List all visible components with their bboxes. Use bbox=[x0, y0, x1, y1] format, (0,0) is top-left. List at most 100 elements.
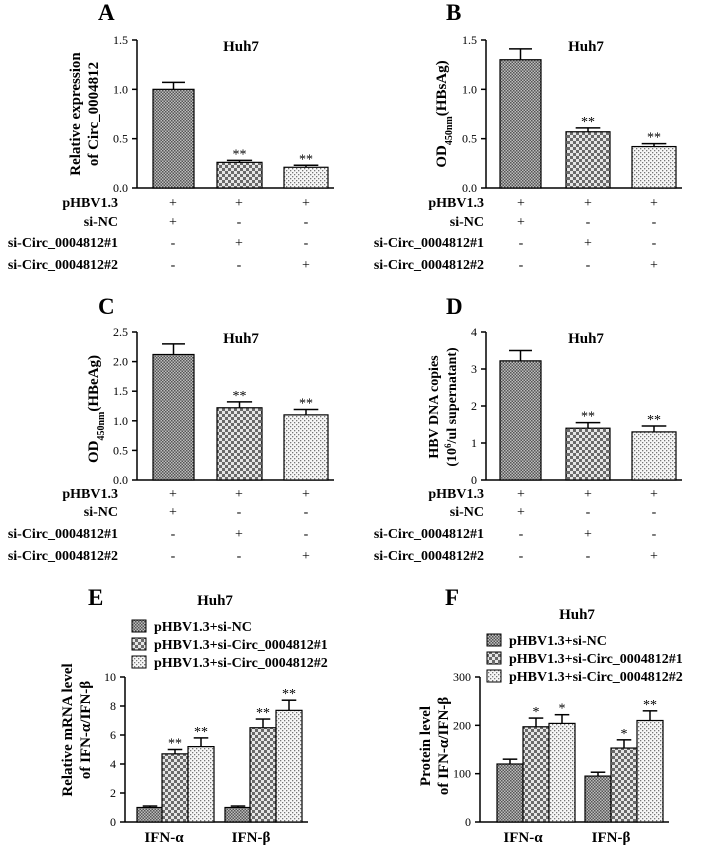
significance-label: ** bbox=[233, 389, 247, 404]
panel-b: B Huh7 OD450nm(HBsAg) 0.0 0.5 1.0 1.5 ** ** p… bbox=[374, 0, 682, 273]
y-tick-label: 100 bbox=[453, 767, 471, 781]
condition-mark: + bbox=[517, 215, 525, 230]
condition-mark: - bbox=[652, 527, 657, 542]
panel-d: D Huh7 HBV DNA copies (106/ul supernatan… bbox=[374, 294, 682, 564]
condition-mark: - bbox=[519, 549, 524, 564]
y-label-post: (HBeAg) bbox=[86, 355, 102, 412]
condition-mark: - bbox=[652, 215, 657, 230]
condition-mark: + bbox=[517, 505, 525, 520]
panel-letter-f: F bbox=[445, 585, 459, 610]
condition-mark: - bbox=[237, 258, 242, 273]
significance-label: ** bbox=[647, 131, 661, 146]
condition-table: pHBV1.3 + + + si-NC + - - si-Circ_0004812#1 - + - si… bbox=[374, 196, 658, 273]
significance-label: ** bbox=[282, 687, 296, 702]
condition-mark: + bbox=[235, 196, 243, 211]
significance-label: ** bbox=[643, 698, 657, 713]
condition-mark: - bbox=[237, 215, 242, 230]
legend-swatch bbox=[486, 633, 502, 647]
y-tick-label: 10 bbox=[104, 670, 116, 684]
y-tick-label: 2.0 bbox=[113, 355, 128, 369]
condition-mark: - bbox=[519, 258, 524, 273]
y-tick-label: 0.0 bbox=[113, 473, 128, 487]
significance-label: * bbox=[621, 727, 628, 742]
condition-mark: + bbox=[302, 258, 310, 273]
chart-title: Huh7 bbox=[568, 331, 604, 347]
condition-mark: + bbox=[169, 196, 177, 211]
y-label-pre: OD bbox=[434, 145, 450, 168]
legend-label: pHBV1.3+si-Circ_0004812#1 bbox=[509, 652, 683, 667]
y-tick-label: 1.5 bbox=[462, 33, 477, 47]
condition-label: pHBV1.3 bbox=[428, 487, 484, 502]
plot-area: 0 1 2 3 4 ** ** bbox=[471, 325, 682, 487]
condition-mark: - bbox=[304, 505, 309, 520]
bar bbox=[548, 722, 576, 823]
condition-label: si-Circ_0004812#1 bbox=[374, 236, 484, 251]
x-category-label: IFN-α bbox=[503, 830, 543, 846]
legend: pHBV1.3+si-NC pHBV1.3+si-Circ_0004812#1 pH… bbox=[131, 619, 328, 671]
y-axis-label-line1: Protein level bbox=[418, 706, 434, 786]
bar bbox=[249, 727, 277, 823]
significance-label: ** bbox=[168, 737, 182, 752]
condition-mark: + bbox=[169, 505, 177, 520]
condition-mark: + bbox=[517, 487, 525, 502]
condition-label: si-NC bbox=[450, 505, 484, 520]
y-tick-label: 4 bbox=[110, 757, 116, 771]
panel-f: F Huh7 Protein level of IFN-α/IFN-β pHBV… bbox=[418, 585, 683, 846]
legend-swatch bbox=[486, 669, 502, 683]
condition-label: pHBV1.3 bbox=[62, 487, 118, 502]
panel-c: C Huh7 OD450nm(HBeAg) 0.0 0.5 1.0 1.5 2.0 2.5… bbox=[8, 294, 334, 564]
condition-label: si-Circ_0004812#1 bbox=[8, 527, 118, 542]
y-tick-label: 2 bbox=[110, 786, 116, 800]
condition-mark: + bbox=[584, 527, 592, 542]
bar bbox=[522, 726, 550, 823]
y-tick-label: 0.5 bbox=[113, 132, 128, 146]
bar bbox=[584, 775, 612, 823]
y-axis-label-line1: Relative expression bbox=[68, 52, 84, 176]
panel-letter-b: B bbox=[446, 0, 461, 25]
condition-mark: + bbox=[169, 487, 177, 502]
condition-label: si-Circ_0004812#1 bbox=[8, 236, 118, 251]
bar bbox=[187, 745, 215, 823]
bar bbox=[610, 747, 638, 823]
y-label-post: (HBsAg) bbox=[434, 60, 450, 116]
y-axis-label-line2: of Circ_0004812 bbox=[86, 62, 102, 166]
legend-label: pHBV1.3+si-Circ_0004812#1 bbox=[154, 638, 328, 653]
condition-mark: + bbox=[650, 258, 658, 273]
bar bbox=[565, 427, 611, 481]
condition-mark: - bbox=[519, 236, 524, 251]
plot-area: 0 2 4 6 8 10 ** ** ** ** IFN-α IFN-β bbox=[104, 670, 308, 846]
condition-label: si-Circ_0004812#2 bbox=[374, 549, 484, 564]
y-tick-label: 0.5 bbox=[113, 443, 128, 457]
condition-mark: - bbox=[652, 505, 657, 520]
y-tick-label: 3 bbox=[471, 362, 477, 376]
condition-mark: + bbox=[235, 487, 243, 502]
condition-mark: - bbox=[171, 236, 176, 251]
panel-letter-e: E bbox=[88, 585, 103, 610]
chart-title: Huh7 bbox=[197, 593, 233, 609]
condition-label: si-NC bbox=[84, 215, 118, 230]
y-axis-label-line2: of IFN-α/IFN-β bbox=[78, 681, 94, 779]
y-tick-label: 0.5 bbox=[462, 132, 477, 146]
bar bbox=[496, 763, 524, 823]
y-tick-label: 300 bbox=[453, 670, 471, 684]
plot-area: 0.0 0.5 1.0 1.5 2.0 2.5 ** ** bbox=[113, 325, 334, 487]
condition-mark: - bbox=[171, 527, 176, 542]
condition-mark: - bbox=[586, 549, 591, 564]
y-tick-label: 1 bbox=[471, 436, 477, 450]
bar bbox=[216, 407, 263, 481]
y-label-post: /ul supernatant) bbox=[445, 347, 460, 444]
significance-label: ** bbox=[581, 410, 595, 425]
y-tick-label: 1.0 bbox=[113, 82, 128, 96]
y-label-pre: OD bbox=[86, 440, 102, 463]
condition-mark: - bbox=[304, 236, 309, 251]
panel-letter-c: C bbox=[98, 294, 115, 319]
condition-mark: + bbox=[302, 196, 310, 211]
condition-table: pHBV1.3 + + + si-NC + - - si-Circ_0004812#1 - + - si… bbox=[8, 487, 310, 564]
condition-mark: - bbox=[519, 527, 524, 542]
bar bbox=[283, 166, 329, 189]
panel-letter-d: D bbox=[446, 294, 463, 319]
condition-mark: - bbox=[586, 258, 591, 273]
condition-mark: - bbox=[171, 549, 176, 564]
